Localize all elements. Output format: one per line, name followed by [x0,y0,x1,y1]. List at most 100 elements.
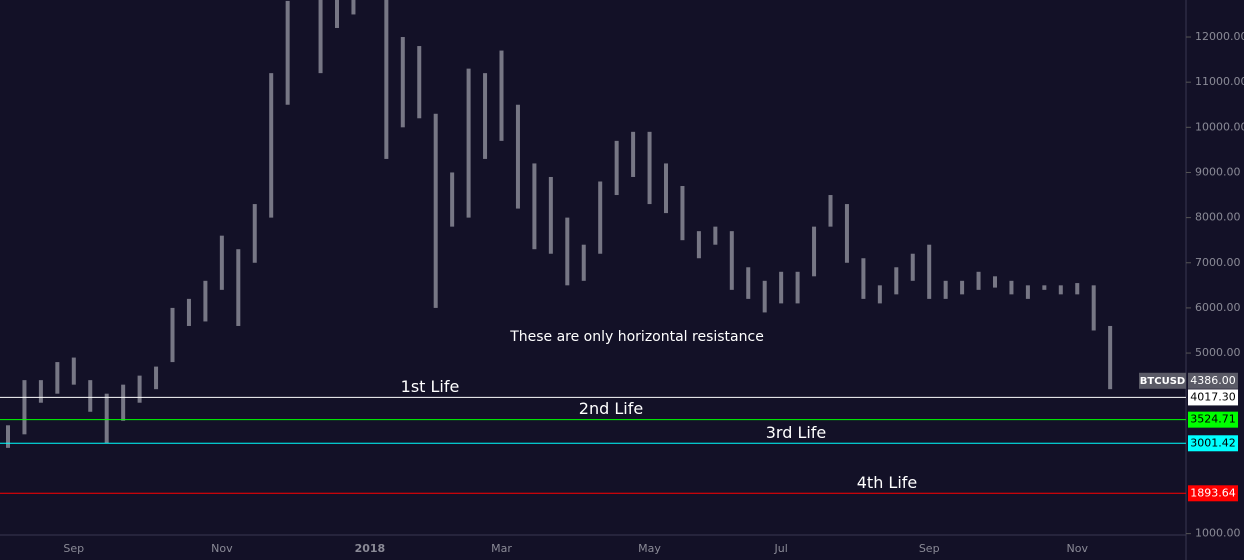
price-bar [993,276,997,288]
price-bar [55,362,60,394]
level-tag [1188,411,1238,428]
x-tick-label: Sep [63,542,84,555]
price-bar [285,0,290,105]
price-bar [1108,325,1113,390]
price-bar [1009,280,1014,295]
level-tag-label: 3001.42 [1190,436,1236,449]
level-tag-label: 4017.30 [1190,390,1236,403]
level-label: 2nd Life [579,399,643,418]
price-bar [38,380,43,403]
x-tick-label: Sep [919,542,940,555]
y-tick-label: 11000.00 [1195,75,1244,88]
price-bar [433,113,438,308]
price-bar [483,73,488,159]
price-bar [137,375,142,403]
level-tag [1188,389,1238,406]
price-bar [910,253,915,281]
price-bar [22,380,27,435]
price-bar [861,258,866,299]
level-label: 1st Life [401,377,460,396]
y-tick-label: 9000.00 [1195,165,1241,178]
price-bar [219,235,224,290]
price-bar [598,181,603,254]
symbol-label: BTCUSD [1140,376,1185,387]
price-bar [976,271,981,290]
price-bar [269,73,274,218]
price-bar [960,280,965,295]
y-tick-label: 1000.00 [1195,527,1241,540]
price-bar [499,50,504,141]
price-bar [713,226,718,245]
price-bar [252,204,257,263]
price-bar [729,231,734,290]
price-bar [1091,285,1096,331]
price-bar [1042,285,1047,290]
price-bar [581,244,586,281]
price-bar [417,46,422,119]
price-bar [844,204,849,263]
level-tag-label: 3524.71 [1190,413,1236,426]
price-bar [762,280,767,313]
price-bar [680,186,685,241]
price-bar [400,37,405,128]
x-tick-label: Nov [1067,542,1089,555]
price-bar [828,195,833,227]
price-bar [696,231,701,259]
price-bar [104,393,109,444]
price-bar [450,172,455,227]
price-bar [532,163,537,250]
x-tick-label: 2018 [355,542,386,555]
x-tick-label: Mar [491,542,512,555]
price-bar [88,380,93,412]
price-bar [515,104,520,209]
price-bar [1075,283,1080,295]
annotation: These are only horizontal resistance [509,329,764,345]
price-bar [466,68,471,218]
price-bar [170,307,175,363]
x-tick-label: May [638,542,661,555]
price-bar [351,0,356,15]
price-bar [795,271,800,304]
price-bar [203,280,208,322]
last-price-label: 4386.00 [1190,374,1236,387]
price-bar [1058,285,1063,295]
price-bar [631,131,636,177]
level-label: 4th Life [857,473,918,492]
y-tick-label: 5000.00 [1195,346,1241,359]
y-tick-label: 12000.00 [1195,30,1244,43]
x-tick-label: Jul [774,542,788,555]
level-tag [1188,485,1238,502]
price-bar [894,267,899,295]
last-price-tag [1188,372,1238,389]
price-bar [71,357,76,385]
price-bar [664,163,668,214]
price-bar [647,131,652,205]
price-bar [384,0,389,159]
price-bar [121,384,126,421]
price-bar [1025,285,1030,299]
y-tick-label: 8000.00 [1195,211,1241,224]
price-bar [779,271,784,304]
level-tag-label: 1893.64 [1190,486,1236,499]
y-tick-label: 10000.00 [1195,120,1244,133]
x-tick-label: Nov [211,542,233,555]
level-tag [1188,435,1238,452]
price-bar [154,366,159,390]
price-bar [943,280,948,299]
price-bar [812,226,817,277]
price-bar [614,140,619,196]
y-tick-label: 6000.00 [1195,301,1241,314]
price-bar [565,217,570,286]
level-label: 3rd Life [766,423,827,442]
price-bar [6,425,10,448]
symbol-tag [1139,372,1186,389]
y-tick-label: 7000.00 [1195,256,1241,269]
price-bar [927,244,932,299]
price-bar [186,298,191,326]
price-bar [335,0,339,28]
price-bar [318,0,323,74]
price-bar [548,176,553,254]
